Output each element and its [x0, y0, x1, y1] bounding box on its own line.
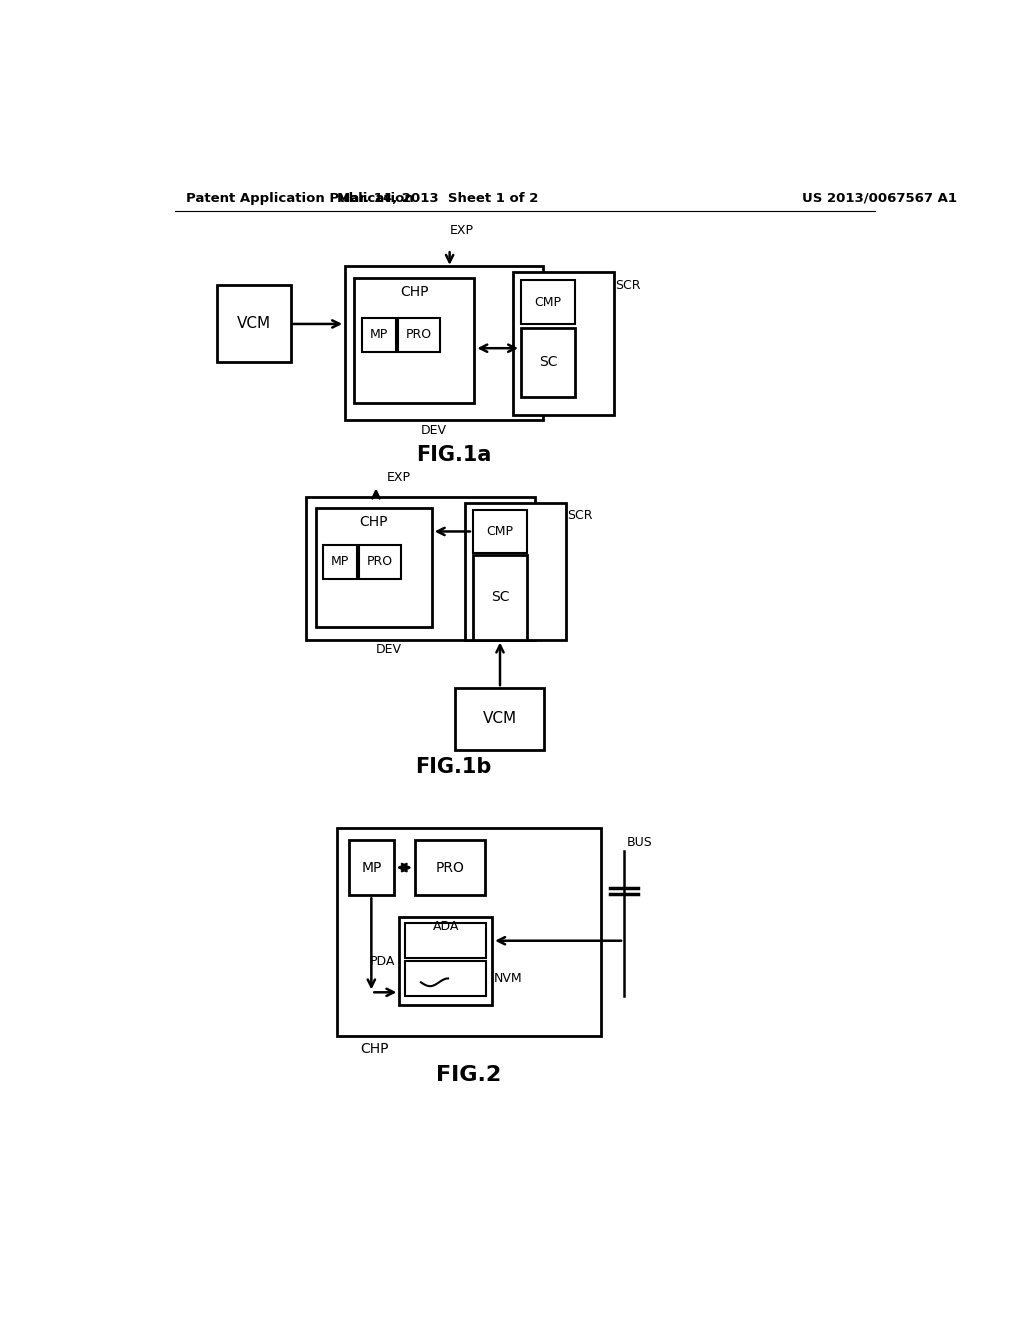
- Text: VCM: VCM: [482, 711, 517, 726]
- Bar: [406, 923, 486, 958]
- Text: Mar. 14, 2013  Sheet 1 of 2: Mar. 14, 2013 Sheet 1 of 2: [337, 191, 539, 205]
- Text: PRO: PRO: [435, 861, 464, 875]
- Text: EXP: EXP: [450, 223, 474, 236]
- Text: PRO: PRO: [406, 329, 432, 342]
- Text: PRO: PRO: [367, 556, 393, 569]
- Bar: [415, 840, 484, 895]
- Bar: [362, 318, 396, 351]
- Text: VCM: VCM: [237, 317, 271, 331]
- Text: CHP: CHP: [360, 1041, 389, 1056]
- Text: Patent Application Publication: Patent Application Publication: [186, 191, 414, 205]
- Text: CHP: CHP: [359, 515, 388, 529]
- Text: EXP: EXP: [387, 471, 411, 484]
- Text: SC: SC: [490, 590, 509, 605]
- Text: DEV: DEV: [376, 643, 402, 656]
- Bar: [349, 840, 394, 895]
- Bar: [337, 829, 601, 1036]
- Text: CMP: CMP: [535, 296, 561, 309]
- Text: CMP: CMP: [486, 525, 513, 539]
- Bar: [513, 272, 614, 414]
- Text: US 2013/0067567 A1: US 2013/0067567 A1: [802, 191, 957, 205]
- Bar: [521, 327, 575, 397]
- Bar: [465, 503, 566, 640]
- Text: SC: SC: [539, 355, 557, 370]
- Bar: [473, 510, 527, 553]
- Bar: [397, 318, 439, 351]
- Text: FIG.1a: FIG.1a: [416, 445, 492, 465]
- Bar: [324, 545, 357, 579]
- Bar: [345, 267, 543, 420]
- Bar: [455, 688, 544, 750]
- Bar: [521, 280, 575, 323]
- Text: FIG.1b: FIG.1b: [416, 756, 492, 776]
- Text: SCR: SCR: [615, 279, 641, 292]
- Bar: [406, 961, 486, 997]
- Bar: [399, 917, 493, 1006]
- Bar: [217, 285, 291, 363]
- Text: MP: MP: [361, 861, 382, 875]
- Text: FIG.2: FIG.2: [436, 1065, 502, 1085]
- Text: ADA: ADA: [432, 920, 459, 933]
- Bar: [473, 554, 527, 640]
- Bar: [359, 545, 400, 579]
- Text: PDA: PDA: [370, 954, 395, 968]
- Bar: [306, 498, 535, 640]
- Text: SCR: SCR: [567, 510, 593, 523]
- Text: NVM: NVM: [494, 972, 522, 985]
- Text: MP: MP: [370, 329, 388, 342]
- Text: MP: MP: [331, 556, 349, 569]
- Bar: [315, 508, 432, 627]
- Text: CHP: CHP: [400, 285, 429, 298]
- Text: DEV: DEV: [421, 424, 446, 437]
- Text: BUS: BUS: [627, 836, 652, 849]
- Bar: [354, 277, 474, 404]
